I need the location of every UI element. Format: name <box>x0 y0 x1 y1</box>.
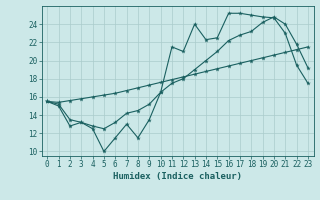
X-axis label: Humidex (Indice chaleur): Humidex (Indice chaleur) <box>113 172 242 181</box>
